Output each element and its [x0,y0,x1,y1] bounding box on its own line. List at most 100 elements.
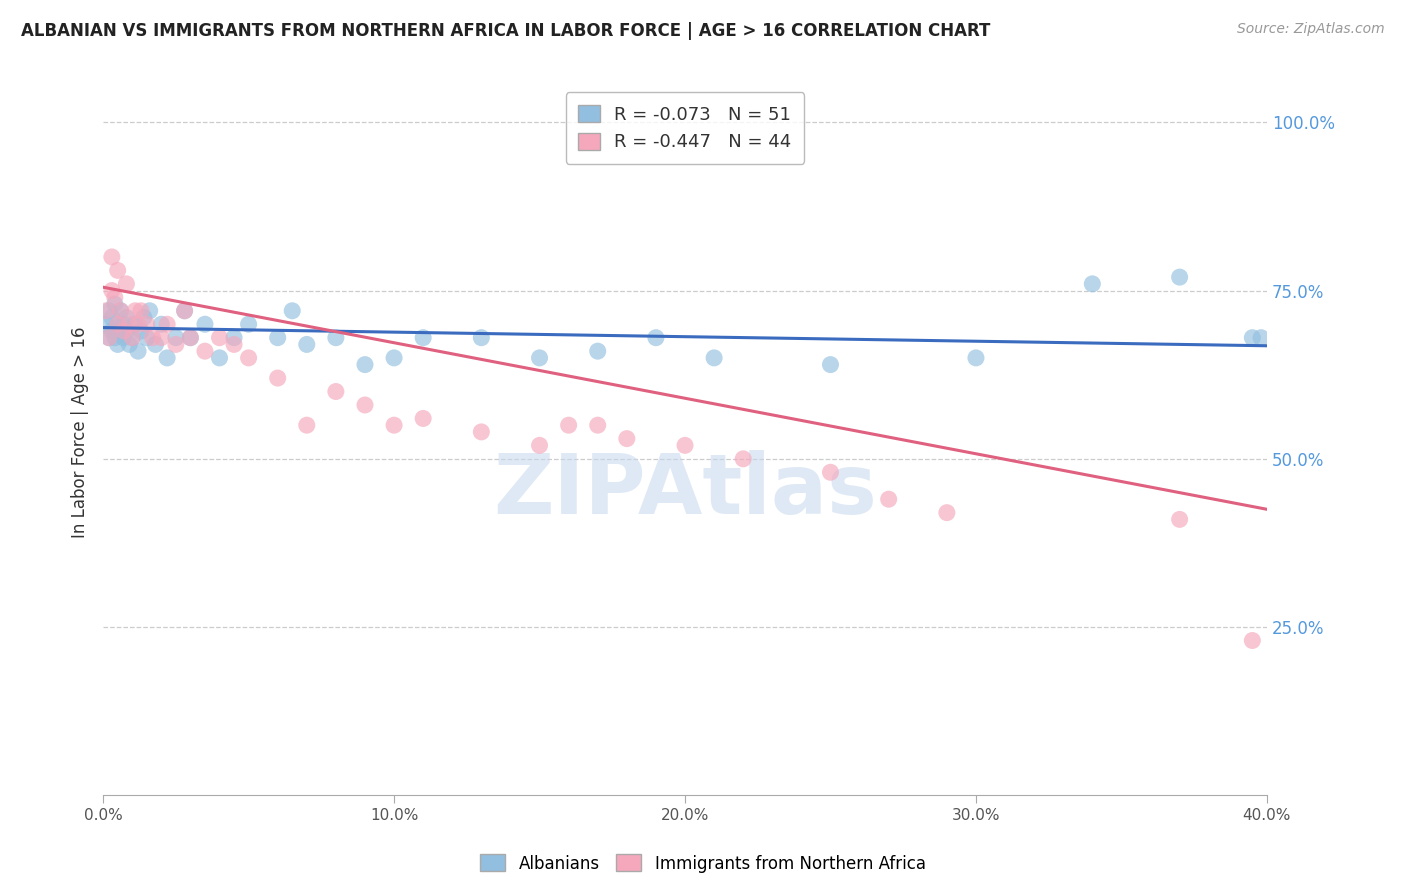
Point [222,331,245,345]
Point [104,290,127,304]
Point [156,351,179,365]
Point [267,331,290,345]
Point [121,331,143,345]
Point [115,277,138,291]
Point [935,506,957,520]
Point [382,351,405,365]
Point [129,303,152,318]
Point [115,310,138,325]
Point [101,250,124,264]
Point [208,351,231,365]
Point [470,331,492,345]
Point [470,425,492,439]
Point [94,303,117,318]
Point [107,263,129,277]
Text: Source: ZipAtlas.com: Source: ZipAtlas.com [1237,22,1385,37]
Point [129,324,152,338]
Point [118,317,141,331]
Point [121,331,143,345]
Point [150,331,173,345]
Point [194,344,217,359]
Point [1081,277,1104,291]
Point [295,337,318,351]
Point [281,303,304,318]
Point [107,317,129,331]
Point [238,351,260,365]
Point [107,337,129,351]
Point [382,418,405,433]
Point [145,337,167,351]
Point [97,331,120,345]
Point [194,317,217,331]
Point [877,492,900,507]
Point [132,310,155,325]
Point [412,331,434,345]
Point [127,317,149,331]
Point [110,324,132,338]
Point [138,303,160,318]
Point [238,317,260,331]
Point [1250,331,1272,345]
Point [616,432,638,446]
Point [267,371,290,385]
Point [354,358,377,372]
Point [110,303,132,318]
Point [208,331,231,345]
Point [325,384,347,399]
Text: ZIPAtlas: ZIPAtlas [494,450,877,531]
Point [529,438,551,452]
Point [104,331,127,345]
Point [150,317,173,331]
Point [1241,331,1264,345]
Point [179,331,201,345]
Point [673,438,696,452]
Point [107,317,129,331]
Point [110,303,132,318]
Point [965,351,987,365]
Point [118,337,141,351]
Point [115,324,138,338]
Point [112,317,135,331]
Legend: Albanians, Immigrants from Northern Africa: Albanians, Immigrants from Northern Afri… [474,847,932,880]
Point [124,303,146,318]
Point [1168,512,1191,526]
Point [101,310,124,325]
Point [412,411,434,425]
Point [124,317,146,331]
Point [97,331,120,345]
Legend: R = -0.073   N = 51, R = -0.447   N = 44: R = -0.073 N = 51, R = -0.447 N = 44 [565,92,804,164]
Point [112,324,135,338]
Point [101,284,124,298]
Point [645,331,668,345]
Point [295,418,318,433]
Y-axis label: In Labor Force | Age > 16: In Labor Force | Age > 16 [72,326,89,538]
Point [135,331,157,345]
Point [179,331,201,345]
Point [354,398,377,412]
Point [142,331,165,345]
Point [703,351,725,365]
Point [127,344,149,359]
Point [94,317,117,331]
Point [135,317,157,331]
Point [173,303,195,318]
Point [1241,633,1264,648]
Point [325,331,347,345]
Point [173,303,195,318]
Point [529,351,551,365]
Point [222,337,245,351]
Point [112,331,135,345]
Point [1168,270,1191,285]
Point [97,303,120,318]
Point [101,324,124,338]
Point [820,465,842,479]
Point [104,297,127,311]
Point [820,358,842,372]
Point [733,451,755,466]
Point [156,317,179,331]
Point [586,418,609,433]
Point [586,344,609,359]
Point [165,331,187,345]
Text: ALBANIAN VS IMMIGRANTS FROM NORTHERN AFRICA IN LABOR FORCE | AGE > 16 CORRELATIO: ALBANIAN VS IMMIGRANTS FROM NORTHERN AFR… [21,22,990,40]
Point [557,418,579,433]
